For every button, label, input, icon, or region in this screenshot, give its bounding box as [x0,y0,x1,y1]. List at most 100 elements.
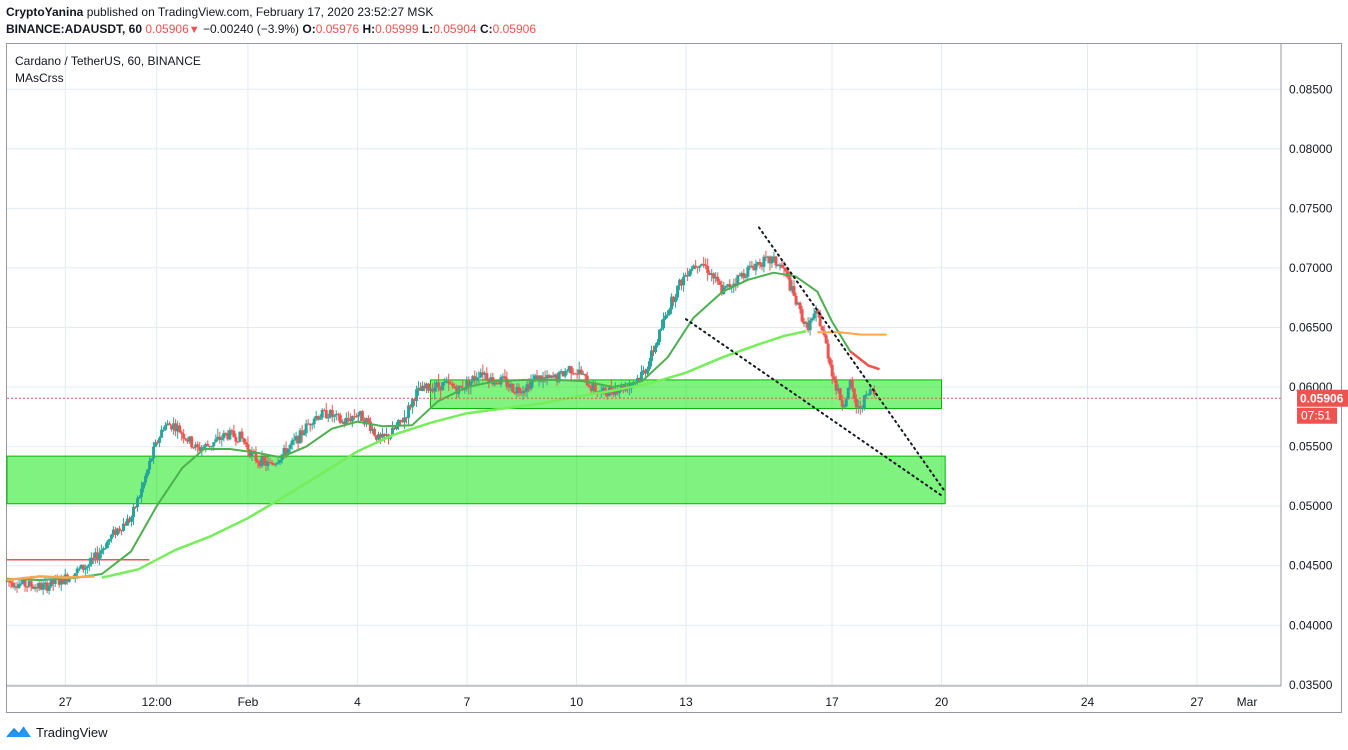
candle-body-106 [218,436,222,440]
candle-body-124 [254,452,258,462]
candle-body-315 [637,378,641,380]
candle-body-402 [812,313,816,319]
candle-body-358 [724,285,728,288]
candle-body-146 [298,430,302,444]
close-value: 0.05906 [492,22,537,36]
moving-average-tail [849,350,880,371]
candle-body-78 [162,429,166,431]
candle-body-213 [433,387,437,392]
candle-body-126 [258,462,262,467]
candle-body-108 [222,432,226,439]
candle-body-420 [848,379,852,388]
candle-body-350 [708,272,712,275]
candle-body-239 [485,373,489,380]
candle-body-261 [529,381,533,390]
time-tick-label-2: Feb [238,695,259,709]
candle-body-7 [19,583,23,585]
candle-body-396 [800,309,804,322]
candle-body-269 [545,375,549,379]
candle-body-340 [688,271,692,277]
low-value: 0.05904 [433,22,477,36]
candle-body-2 [9,581,13,583]
candle-body-382 [772,256,776,259]
candle-body-297 [601,387,605,391]
candle-body-384 [776,265,780,267]
candle-body-173 [352,416,356,418]
candle-body-395 [798,302,802,310]
candle-body-318 [643,370,647,374]
candle-body-82 [170,425,174,430]
candle-body-117 [240,431,244,439]
candle-body-194 [395,425,399,430]
moving-average-3 [817,331,887,336]
candle-body-323 [653,345,657,353]
candle-body-432 [872,390,876,395]
candle-body-201 [409,405,413,408]
candle-body-46 [97,553,101,560]
candle-body-112 [230,430,234,432]
candle-body-35 [75,568,79,574]
candle-body-244 [495,382,499,384]
candle-body-200 [407,405,411,418]
price-tick-label-10: 0.08500 [1289,82,1333,96]
candle-body-406 [820,326,824,331]
candle-body-18 [41,584,45,590]
candle-body-53 [111,529,115,535]
price-tick-label-6: 0.06500 [1289,320,1333,334]
candle-body-199 [405,417,409,419]
candle-body-85 [176,425,180,432]
candle-body-376 [760,264,764,267]
candle-body-168 [342,421,346,424]
publish-info: CryptoYanina published on TradingView.co… [6,5,433,20]
candle-body-15 [35,586,39,589]
candle-body-52 [109,534,113,540]
candle-body-249 [505,378,509,387]
candle-body-276 [559,371,563,373]
price-tick-label-7: 0.07000 [1289,261,1333,275]
candle-body-222 [451,383,455,387]
candle-body-230 [467,380,471,387]
candle-body-254 [515,387,519,394]
candle-body-362 [732,283,736,287]
candle-body-4 [13,586,17,588]
candle-body-351 [710,273,714,275]
author-name[interactable]: CryptoYanina [6,5,84,19]
candle-body-110 [226,433,230,440]
candle-body-24 [53,578,57,584]
candle-body-125 [256,461,260,463]
price-tick-label-3: 0.05000 [1289,499,1333,513]
candle-body-127 [260,456,264,467]
candle-body-98 [202,446,206,449]
indicator-legend[interactable]: MAsCrss [15,71,64,85]
chart-legend-title[interactable]: Cardano / TetherUS, 60, BINANCE [15,54,201,68]
candle-body-43 [91,557,95,559]
candle-body-355 [718,281,722,285]
candle-body-87 [180,432,184,434]
candle-body-400 [808,320,812,331]
candle-body-372 [752,267,756,271]
candle-body-175 [356,414,360,417]
candle-body-164 [334,413,338,416]
candle-body-49 [103,548,107,550]
candle-body-333 [674,297,678,303]
candle-body-418 [844,399,848,407]
candle-body-366 [740,273,744,277]
candle-body-401 [810,318,814,321]
candle-body-76 [158,437,162,443]
candle-body-337 [682,276,686,286]
tradingview-brand[interactable]: TradingView [36,724,108,740]
candle-body-348 [704,264,708,267]
candle-body-203 [413,398,417,401]
last-price-badge [1297,389,1348,407]
candle-body-353 [714,276,718,279]
candle-body-34 [73,573,77,578]
time-tick-label-5: 10 [570,695,584,709]
candle-body-330 [668,309,672,315]
chart-frame[interactable] [6,43,1342,713]
candle-body-20 [45,582,49,591]
candle-body-264 [535,375,539,382]
tradingview-logo-icon[interactable] [6,725,32,739]
candle-body-273 [553,374,557,378]
candle-body-218 [443,381,447,383]
